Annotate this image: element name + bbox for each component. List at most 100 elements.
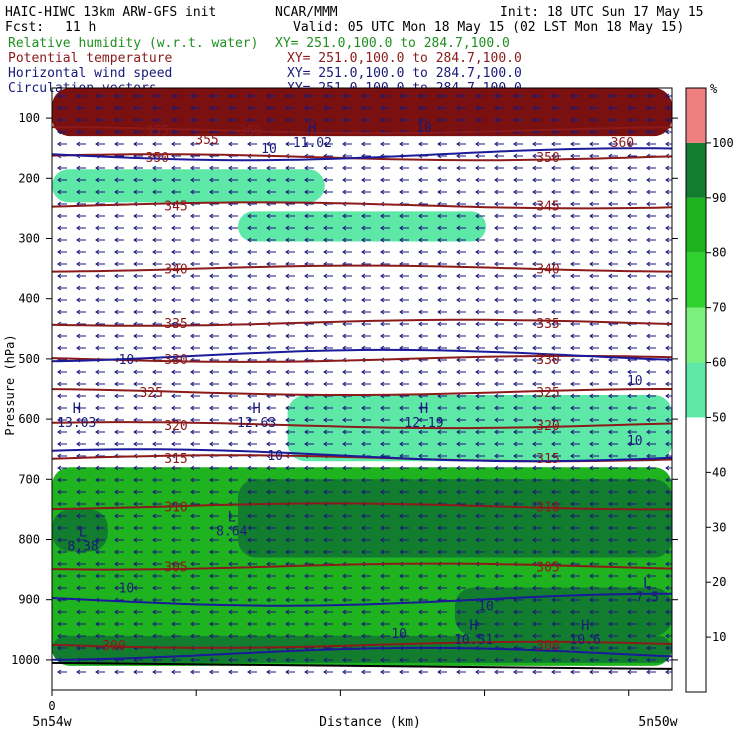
circulation-vector xyxy=(608,369,618,375)
circulation-vector xyxy=(76,261,86,267)
circulation-vector xyxy=(589,213,599,219)
circulation-vector xyxy=(152,237,162,243)
circulation-vector xyxy=(627,525,637,531)
circulation-vector xyxy=(589,309,599,315)
circulation-vector xyxy=(361,297,371,303)
circulation-vector xyxy=(323,657,333,663)
circulation-vector xyxy=(418,441,428,447)
circulation-vector xyxy=(589,129,599,135)
circulation-vector xyxy=(456,141,466,147)
circulation-vector xyxy=(171,489,181,495)
theta-label: 335 xyxy=(164,317,187,332)
circulation-vector xyxy=(551,177,561,183)
circulation-vector xyxy=(152,393,162,399)
circulation-vector xyxy=(532,249,542,255)
circulation-vector xyxy=(285,273,295,279)
circulation-vector xyxy=(570,213,580,219)
circulation-vector xyxy=(513,585,523,591)
circulation-vector xyxy=(247,657,257,663)
circulation-vector xyxy=(209,285,219,291)
circulation-vector xyxy=(570,621,580,627)
circulation-vector xyxy=(494,297,504,303)
circulation-vector xyxy=(304,297,314,303)
circulation-vector xyxy=(133,165,143,171)
circulation-vector xyxy=(190,393,200,399)
circulation-vector xyxy=(627,297,637,303)
circulation-vector xyxy=(608,177,618,183)
extremum-value: 12.63 xyxy=(237,416,276,431)
circulation-vector xyxy=(361,369,371,375)
circulation-vector xyxy=(76,249,86,255)
circulation-vector xyxy=(266,585,276,591)
circulation-vector xyxy=(114,609,124,615)
circulation-vector xyxy=(532,597,542,603)
circulation-vector xyxy=(418,585,428,591)
circulation-vector xyxy=(228,477,238,483)
circulation-vector xyxy=(95,465,105,471)
circulation-vector xyxy=(665,549,672,555)
circulation-vector xyxy=(247,225,257,231)
circulation-vector xyxy=(437,273,447,279)
circulation-vector xyxy=(76,645,86,651)
circulation-vector xyxy=(95,669,105,675)
circulation-vector xyxy=(152,249,162,255)
circulation-vector xyxy=(247,189,257,195)
circulation-vector xyxy=(304,537,314,543)
y-tick-label: 800 xyxy=(18,533,40,547)
circulation-vector xyxy=(152,105,162,111)
circulation-vector xyxy=(532,141,542,147)
circulation-vector xyxy=(190,417,200,423)
theta-label: 320 xyxy=(164,419,187,434)
circulation-vector xyxy=(114,249,124,255)
circulation-vector xyxy=(608,105,618,111)
circulation-vector xyxy=(532,633,542,639)
circulation-vector xyxy=(361,333,371,339)
circulation-vector xyxy=(646,177,656,183)
circulation-vector xyxy=(247,429,257,435)
circulation-vector xyxy=(513,369,523,375)
circulation-vector xyxy=(380,321,390,327)
theta-label: 355 xyxy=(195,133,218,148)
circulation-vector xyxy=(456,93,466,99)
circulation-vector xyxy=(646,573,656,579)
circulation-vector xyxy=(209,189,219,195)
circulation-vector xyxy=(95,585,105,591)
circulation-vector xyxy=(646,237,656,243)
theta-label: 340 xyxy=(164,263,187,278)
circulation-vector xyxy=(475,357,485,363)
wind-isotach-3 xyxy=(52,592,672,607)
circulation-vector xyxy=(95,165,105,171)
circulation-vector xyxy=(114,525,124,531)
circulation-vector xyxy=(665,477,672,483)
circulation-vector xyxy=(114,501,124,507)
circulation-vector xyxy=(247,621,257,627)
circulation-vector xyxy=(190,429,200,435)
circulation-vector xyxy=(76,333,86,339)
circulation-vector xyxy=(342,333,352,339)
circulation-vector xyxy=(475,297,485,303)
circulation-vector xyxy=(76,429,86,435)
circulation-vector xyxy=(589,345,599,351)
circulation-vector xyxy=(171,405,181,411)
circulation-vector xyxy=(456,585,466,591)
circulation-vector xyxy=(323,537,333,543)
colorbar-tick-label: 80 xyxy=(712,246,726,260)
circulation-vector xyxy=(513,657,523,663)
circulation-vector xyxy=(209,573,219,579)
circulation-vector xyxy=(532,237,542,243)
circulation-vector xyxy=(57,453,67,459)
circulation-vector xyxy=(323,165,333,171)
circulation-vector xyxy=(285,177,295,183)
circulation-vector xyxy=(190,537,200,543)
theta-label: 305 xyxy=(164,561,187,576)
circulation-vector xyxy=(171,333,181,339)
circulation-vector xyxy=(190,369,200,375)
circulation-vector xyxy=(589,249,599,255)
circulation-vector xyxy=(152,273,162,279)
circulation-vector xyxy=(399,369,409,375)
circulation-vector xyxy=(304,549,314,555)
extremum-marker-H: H xyxy=(581,618,589,634)
circulation-vector xyxy=(475,585,485,591)
